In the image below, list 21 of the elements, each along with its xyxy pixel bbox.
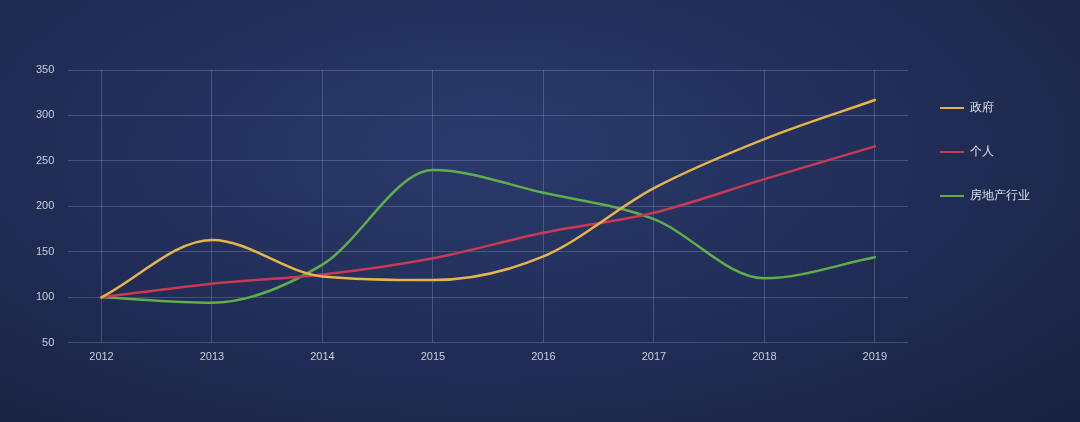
y-tick-label: 250: [35, 153, 55, 166]
x-tick-label: 2013: [199, 350, 225, 363]
y-tick-label: 300: [35, 108, 55, 121]
y-tick-label: 350: [35, 63, 55, 76]
y-tick-label: 50: [42, 335, 55, 348]
line-series: [100, 98, 877, 299]
x-tick-label: 2019: [862, 350, 888, 363]
x-tick-label: 2015: [420, 350, 446, 363]
x-tick-label: 2018: [752, 350, 777, 363]
legend-label: 个人: [970, 144, 994, 159]
line-series: [100, 145, 877, 299]
x-tick-label: 2017: [641, 350, 667, 363]
legend-label: 房地产行业: [970, 188, 1030, 203]
x-tick-label: 2016: [531, 350, 556, 363]
y-tick-label: 100: [35, 290, 55, 303]
line-series: [100, 168, 877, 305]
legend-label: 政府: [970, 100, 994, 115]
x-tick-label: 2014: [310, 350, 335, 363]
y-tick-label: 200: [35, 199, 55, 212]
y-tick-label: 150: [35, 244, 55, 257]
x-tick-label: 2012: [89, 350, 114, 363]
